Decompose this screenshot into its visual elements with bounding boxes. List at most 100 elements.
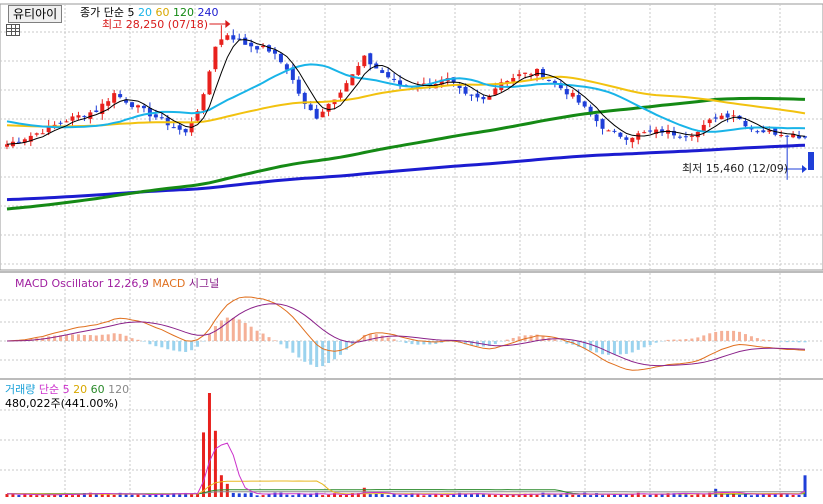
volume-bar [786, 495, 789, 497]
macd-osc-bar [410, 341, 413, 344]
candle-body [356, 66, 360, 75]
ma5-line [7, 40, 805, 145]
macd-osc-bar [238, 320, 241, 341]
min-price-label: 최저 15,460 (12/09) [682, 162, 788, 175]
candle-body [386, 72, 390, 77]
volume-bar [291, 495, 294, 497]
candle-body [535, 69, 539, 76]
candle-body [255, 46, 259, 49]
volume-bar [649, 495, 652, 497]
candle-body [154, 114, 158, 117]
macd-osc-bar [77, 334, 80, 341]
volume-bar [738, 495, 741, 497]
macd-osc-bar [720, 331, 723, 341]
macd-osc-bar [631, 341, 634, 352]
volume-bar [547, 494, 550, 497]
volume-bar [494, 495, 497, 497]
candle-body [612, 131, 616, 132]
volume-current: 480,022주(441.00%) [5, 397, 118, 410]
volume-bar [339, 495, 342, 497]
macd-line-legend: MACD [152, 277, 185, 290]
macd-osc-bar [89, 335, 92, 341]
min-arrowhead [802, 165, 807, 173]
macd-osc-bar [619, 341, 622, 354]
volume-bar [113, 495, 116, 497]
legend-vol-ma120: 120 [108, 383, 129, 396]
candle-body [172, 127, 176, 128]
volume-bar [375, 494, 378, 497]
candle-body [118, 94, 122, 97]
volume-bar [589, 495, 592, 497]
volume-bar [244, 493, 247, 497]
volume-bar [792, 495, 795, 497]
macd-osc-bar [232, 318, 235, 341]
candle-body [743, 121, 747, 126]
candle-body [708, 120, 712, 123]
volume-bar [35, 495, 38, 497]
volume-bar [601, 495, 604, 497]
candle-body [785, 136, 789, 137]
volume-bar [399, 495, 402, 497]
macd-osc-bar [65, 335, 68, 341]
candle-body [470, 95, 474, 96]
legend-vol-ma60: 60 [91, 383, 105, 396]
candle-body [160, 117, 164, 118]
candle-body [327, 104, 331, 112]
volume-bar [208, 393, 211, 497]
candle-body [59, 123, 63, 124]
candle-body [285, 64, 289, 69]
macd-osc-bar [512, 338, 515, 341]
candle-body [547, 80, 551, 81]
candle-body [720, 116, 724, 119]
macd-osc-bar [125, 336, 128, 341]
volume-bar [279, 493, 282, 497]
candle-body [178, 125, 182, 129]
volume-legend: 거래량 단순 5 20 60 120 [5, 383, 129, 396]
volume-bar [387, 495, 390, 497]
table-icon[interactable] [6, 24, 20, 36]
candle-body [380, 70, 384, 73]
macd-osc-bar [637, 341, 640, 350]
volume-bar [500, 495, 503, 497]
macd-osc-bar [714, 332, 717, 341]
candle-body [41, 133, 45, 134]
volume-bar [5, 494, 8, 497]
macd-osc-bar [214, 326, 217, 341]
candle-body [130, 102, 134, 107]
macd-osc-bar [625, 341, 628, 354]
macd-osc-bar [160, 341, 163, 347]
macd-osc-bar [696, 337, 699, 341]
candle-body [595, 114, 599, 121]
stock-name-box[interactable]: 유티아이 [8, 5, 62, 23]
macd-osc-bar [178, 341, 181, 351]
candle-body [732, 115, 736, 116]
volume-bar [11, 494, 14, 497]
macd-osc-bar [327, 341, 330, 363]
candle-body [517, 74, 521, 76]
candle-body [636, 133, 640, 139]
volume-bar [220, 475, 223, 497]
volume-bar [571, 495, 574, 497]
candle-body [779, 135, 783, 136]
macd-osc-bar [113, 333, 116, 341]
macd-osc-bar [601, 341, 604, 354]
volume-bar [768, 494, 771, 497]
macd-osc-bar [297, 341, 300, 357]
macd-osc-bar [399, 341, 402, 342]
macd-osc-bar [780, 341, 783, 342]
candle-body [630, 138, 634, 142]
volume-bar [756, 494, 759, 497]
macd-osc-bar [291, 341, 294, 353]
volume-bar [131, 495, 134, 497]
volume-bar [202, 432, 205, 497]
volume-bar [321, 495, 324, 497]
candle-body [243, 38, 247, 45]
candle-body [225, 35, 229, 40]
macd-line [7, 297, 805, 370]
macd-osc-bar [649, 341, 652, 345]
macd-osc-bar [381, 336, 384, 341]
volume-bar [250, 493, 253, 497]
candle-body [82, 116, 86, 117]
